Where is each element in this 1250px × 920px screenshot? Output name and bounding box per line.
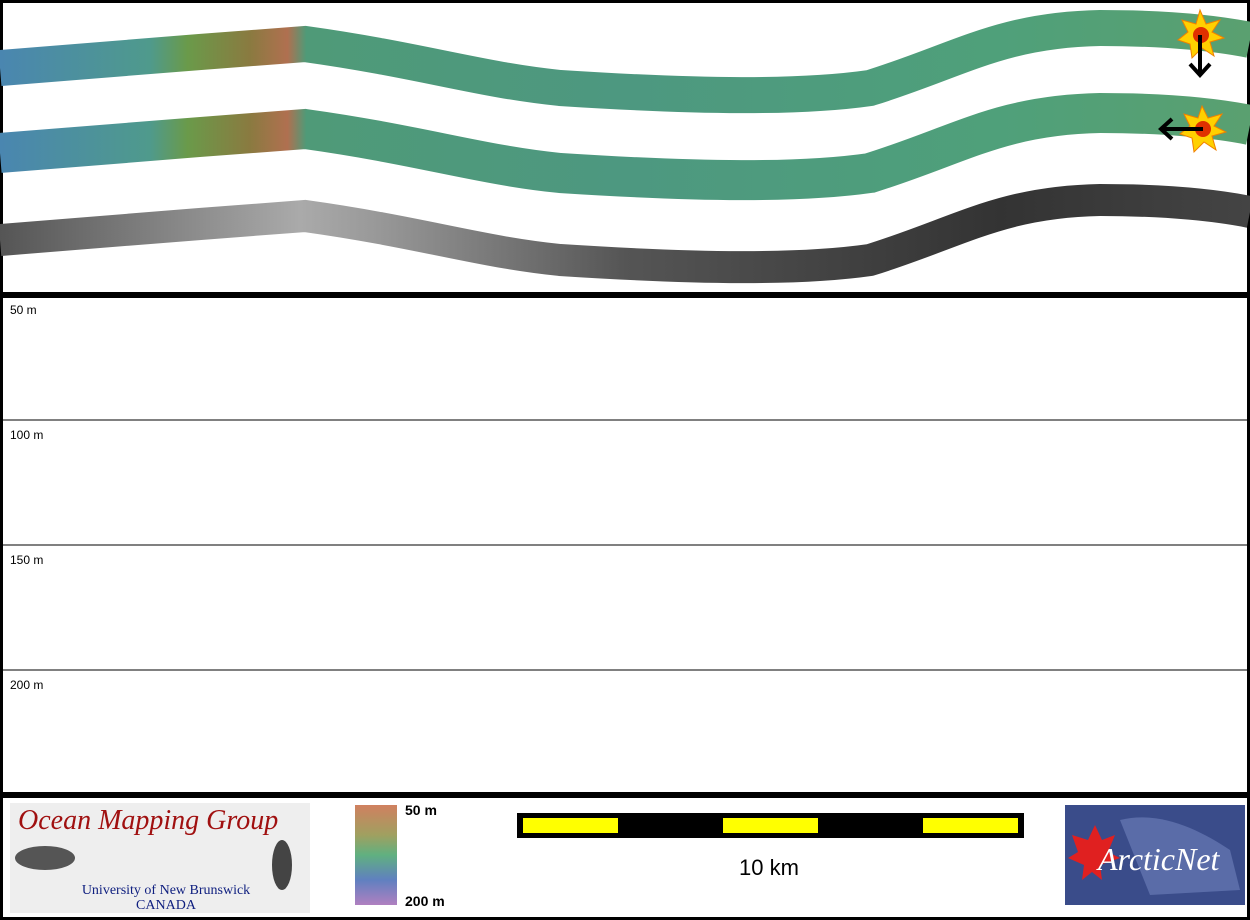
logo-country: CANADA	[136, 898, 197, 913]
sun-icon	[1158, 104, 1228, 154]
colorbar-label: 200 m	[405, 893, 445, 909]
arcticnet-logo: ArcticNet	[1065, 805, 1245, 905]
color-bar	[355, 805, 397, 905]
depth-label: 50 m	[10, 303, 37, 317]
depth-label: 150 m	[10, 553, 43, 567]
scale-label: 10 km	[739, 855, 799, 880]
logo-title: ArcticNet	[1096, 841, 1221, 877]
depth-label: 200 m	[10, 678, 43, 692]
sun-icon	[1176, 8, 1226, 78]
ocean-mapping-logo: Ocean Mapping Group University of New Br…	[10, 803, 310, 913]
logo-title: Ocean Mapping Group	[18, 805, 278, 836]
colorbar-label: 50 m	[405, 802, 437, 818]
scale-bar	[517, 813, 1024, 838]
logo-subtitle: University of New Brunswick	[82, 883, 250, 898]
depth-label: 100 m	[10, 428, 43, 442]
